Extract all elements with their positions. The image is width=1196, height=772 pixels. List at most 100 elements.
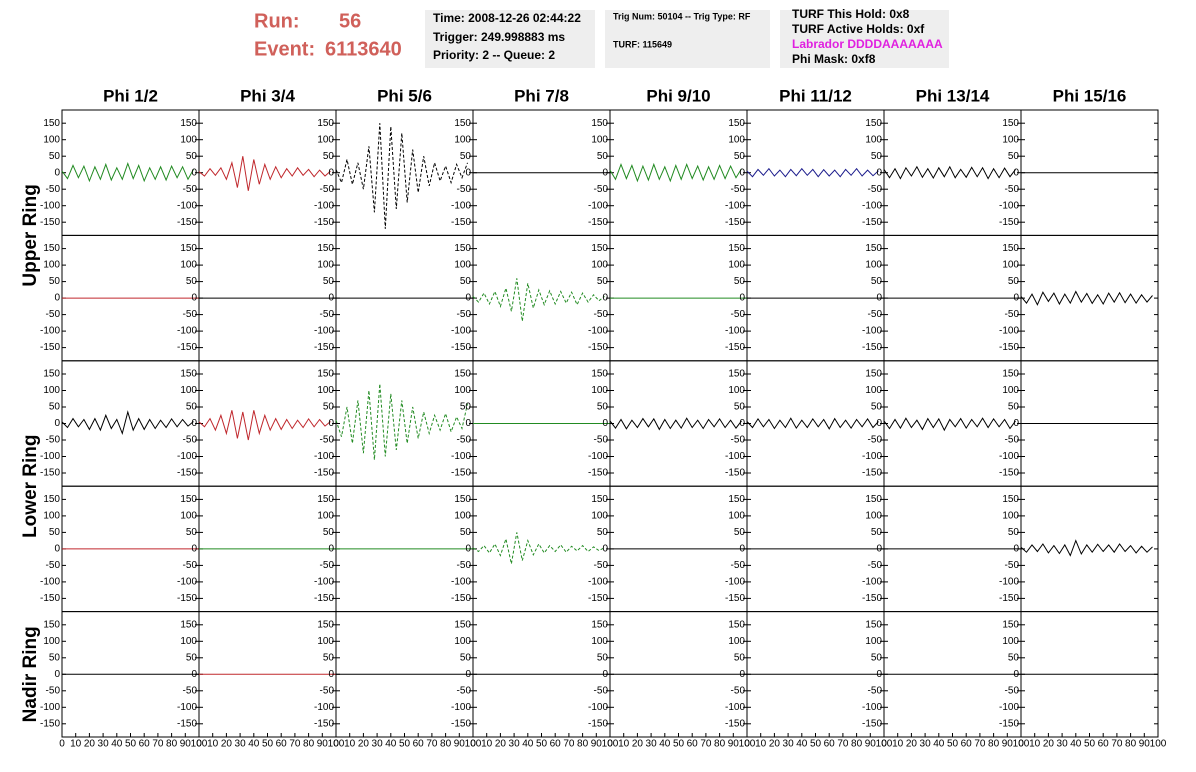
y-tick-label: -100	[314, 326, 334, 337]
y-tick-label: 100	[43, 636, 60, 647]
y-tick-label: 0	[54, 544, 60, 555]
y-tick-label: 100	[591, 636, 608, 647]
x-tick-label: 10	[344, 739, 356, 750]
y-tick-label: 100	[1002, 260, 1019, 271]
y-tick-label: 0	[876, 293, 882, 304]
x-tick-label: 100	[876, 739, 893, 750]
y-tick-label: -50	[594, 560, 609, 571]
y-tick-label: -50	[183, 435, 198, 446]
info-box	[425, 10, 595, 68]
y-tick-label: 0	[739, 293, 745, 304]
y-tick-label: 50	[734, 402, 746, 413]
y-tick-label: 150	[43, 118, 60, 129]
y-tick-label: 50	[1008, 527, 1020, 538]
info-text: Priority: 2 -- Queue: 2	[433, 48, 555, 62]
y-tick-label: -150	[177, 593, 197, 604]
y-tick-label: 50	[597, 527, 609, 538]
y-tick-label: -150	[725, 593, 745, 604]
waveform	[198, 410, 331, 441]
x-tick-label: 0	[607, 739, 613, 750]
x-tick-label: 50	[1084, 739, 1096, 750]
y-tick-label: -50	[868, 435, 883, 446]
x-tick-label: 80	[166, 739, 178, 750]
x-tick-label: 0	[333, 739, 339, 750]
x-tick-label: 0	[744, 739, 750, 750]
y-tick-label: 150	[317, 369, 334, 380]
y-tick-label: -100	[451, 577, 471, 588]
y-tick-label: 150	[865, 369, 882, 380]
y-tick-label: -100	[314, 200, 334, 211]
y-tick-label: 50	[871, 652, 883, 663]
y-tick-label: 100	[180, 636, 197, 647]
y-tick-label: -150	[451, 342, 471, 353]
run-label: Run:	[254, 10, 300, 32]
y-tick-label: -50	[731, 435, 746, 446]
y-tick-label: -150	[725, 468, 745, 479]
x-tick-label: 60	[550, 739, 562, 750]
y-tick-label: -100	[725, 326, 745, 337]
y-tick-label: 50	[323, 276, 335, 287]
x-tick-label: 50	[810, 739, 822, 750]
x-tick-label: 30	[98, 739, 110, 750]
y-tick-label: 100	[728, 260, 745, 271]
x-tick-label: 70	[974, 739, 986, 750]
y-tick-label: 100	[591, 134, 608, 145]
y-tick-label: -100	[177, 451, 197, 462]
y-tick-label: 150	[728, 494, 745, 505]
event-number: 6113640	[325, 38, 402, 60]
y-tick-label: -150	[725, 718, 745, 729]
y-tick-label: 50	[49, 151, 61, 162]
event-label: Event:	[254, 38, 315, 60]
x-tick-label: 10	[207, 739, 219, 750]
y-tick-label: -100	[588, 200, 608, 211]
y-tick-label: -100	[725, 577, 745, 588]
y-tick-label: -100	[588, 451, 608, 462]
y-tick-label: -150	[588, 217, 608, 228]
y-tick-label: -50	[320, 309, 335, 320]
info-box	[605, 10, 770, 68]
y-tick-label: -50	[46, 685, 61, 696]
x-tick-label: 70	[1111, 739, 1123, 750]
y-tick-label: 0	[1013, 544, 1019, 555]
x-tick-label: 60	[276, 739, 288, 750]
waveform	[335, 383, 468, 460]
y-tick-label: 100	[43, 385, 60, 396]
y-tick-label: 0	[465, 544, 471, 555]
y-tick-label: -50	[594, 435, 609, 446]
y-tick-label: -150	[40, 593, 60, 604]
y-tick-label: 50	[734, 151, 746, 162]
y-tick-label: 100	[865, 385, 882, 396]
y-tick-label: 150	[317, 494, 334, 505]
column-label: Phi 13/14	[916, 86, 990, 105]
y-tick-label: -150	[588, 718, 608, 729]
y-tick-label: -100	[862, 326, 882, 337]
y-tick-label: -100	[725, 451, 745, 462]
y-tick-label: 50	[186, 652, 198, 663]
y-tick-label: -50	[868, 184, 883, 195]
x-tick-label: 100	[191, 739, 208, 750]
x-tick-label: 100	[602, 739, 619, 750]
y-tick-label: -50	[183, 309, 198, 320]
run-number: 56	[339, 10, 361, 32]
y-tick-label: -150	[40, 718, 60, 729]
x-tick-label: 60	[139, 739, 151, 750]
x-tick-label: 70	[563, 739, 575, 750]
info-text: Trigger: 249.998883 ms	[433, 30, 565, 44]
waveform	[883, 165, 1016, 180]
y-tick-label: 0	[54, 293, 60, 304]
x-tick-label: 10	[755, 739, 767, 750]
y-tick-label: 0	[328, 293, 334, 304]
y-tick-label: -50	[868, 685, 883, 696]
y-tick-label: 100	[317, 636, 334, 647]
y-tick-label: 150	[1002, 243, 1019, 254]
y-tick-label: 150	[43, 369, 60, 380]
x-tick-label: 100	[465, 739, 482, 750]
y-tick-label: -100	[999, 326, 1019, 337]
y-tick-label: 50	[597, 402, 609, 413]
y-tick-label: 50	[734, 276, 746, 287]
y-tick-label: 0	[1013, 293, 1019, 304]
y-tick-label: 50	[49, 402, 61, 413]
y-tick-label: -150	[177, 342, 197, 353]
y-tick-label: 0	[739, 418, 745, 429]
y-tick-label: 150	[591, 494, 608, 505]
